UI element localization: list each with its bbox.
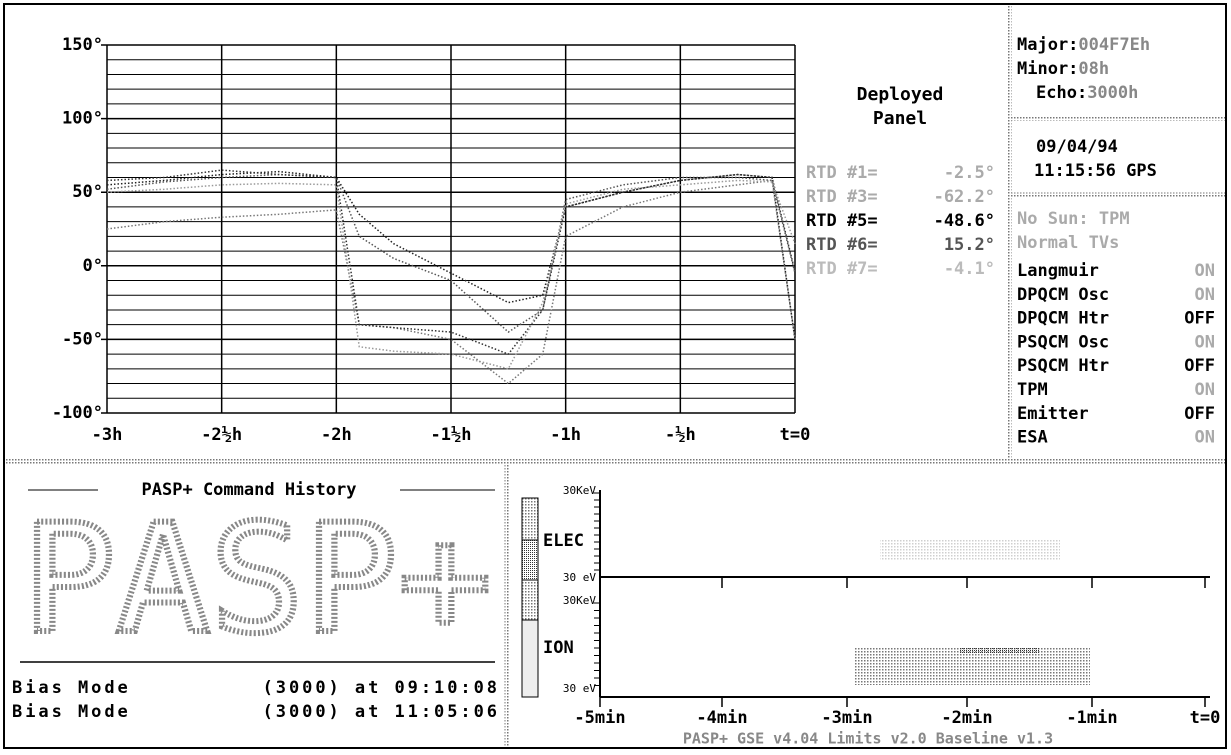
status-state: ON <box>1195 380 1215 400</box>
y-tick-label: 0° <box>83 256 103 276</box>
rtd-value: -48.6° <box>934 211 995 231</box>
logo: PASP+ <box>22 493 492 667</box>
rtd-label: RTD #5= <box>806 211 878 231</box>
rtd-label: RTD #3= <box>806 187 878 207</box>
status-name: DPQCM Osc <box>1017 285 1109 305</box>
x-tick-label: t=0 <box>780 425 811 445</box>
status-name: DPQCM Htr <box>1017 309 1109 329</box>
y-tick-label: 100° <box>62 109 103 129</box>
rtd-value: 15.2° <box>944 235 995 255</box>
elec-flux <box>880 540 1060 560</box>
rtd-trace <box>106 179 796 370</box>
outer-frame <box>3 3 1227 749</box>
status-name: TPM <box>1017 380 1048 400</box>
x-tick-label: -2½h <box>201 425 242 445</box>
footer: PASP+ GSE v4.04 Limits v2.0 Baseline v1.… <box>683 730 1053 748</box>
rtd-value: -4.1° <box>944 259 995 279</box>
ion-flux <box>855 648 1090 685</box>
channel-label: ELEC <box>543 531 584 551</box>
history-entry: Bias Mode (3000) at 11:05:06 <box>12 702 497 722</box>
header-field: Minor:08h <box>1017 59 1109 79</box>
colorbar-mid <box>521 539 539 581</box>
colorbar-low <box>521 619 539 698</box>
history-title: PASP+ Command History <box>142 480 357 500</box>
y-tick-label: -50° <box>62 329 103 349</box>
header-field: Major:004F7Eh <box>1017 35 1150 55</box>
ion-flux-peak <box>960 648 1040 654</box>
status-state: ON <box>1195 428 1215 448</box>
status-name: PSQCM Htr <box>1017 356 1109 376</box>
panel-separators <box>6 6 1225 746</box>
status-name: Langmuir <box>1017 261 1099 281</box>
status-note: Normal TVs <box>1017 233 1119 253</box>
colorbar-elec <box>521 497 539 541</box>
status-name: PSQCM Osc <box>1017 332 1109 352</box>
rtd-label: RTD #1= <box>806 163 878 183</box>
energy-bottom: 30 eV <box>563 571 596 584</box>
time-label: -3min <box>821 708 872 728</box>
status-state: OFF <box>1184 404 1215 424</box>
y-tick-label: 150° <box>62 35 103 55</box>
rtd-label: RTD #6= <box>806 235 878 255</box>
time: 11:15:56 GPS <box>1034 161 1157 181</box>
rtd-label: RTD #7= <box>806 259 878 279</box>
y-tick-label: -100° <box>52 403 103 423</box>
field-label: Echo: <box>1036 83 1087 103</box>
time-label: -5min <box>574 708 625 728</box>
status-state: OFF <box>1184 356 1215 376</box>
panel-title: Deployed Panel <box>856 84 944 129</box>
colorbar-ion <box>521 579 539 621</box>
field-value: 3000h <box>1087 83 1138 103</box>
y-tick-label: 50° <box>72 182 103 202</box>
energy-top: 30KeV <box>563 594 596 607</box>
status-state: ON <box>1195 285 1215 305</box>
status-state: ON <box>1195 261 1215 281</box>
header-field: Echo:3000h <box>1036 83 1138 103</box>
rtd-value: -62.2° <box>934 187 995 207</box>
time-label: -4min <box>696 708 747 728</box>
time-label: -2min <box>941 708 992 728</box>
channel-label: ION <box>543 638 574 658</box>
x-tick-label: -1h <box>550 425 581 445</box>
status-note: No Sun: TPM <box>1017 209 1130 229</box>
status-state: OFF <box>1184 309 1215 329</box>
energy-top: 30KeV <box>563 484 596 497</box>
rtd-value: -2.5° <box>944 163 995 183</box>
date: 09/04/94 <box>1036 137 1118 157</box>
x-tick-label: -½h <box>665 425 696 445</box>
history-entry: Bias Mode (3000) at 09:10:08 <box>12 678 497 698</box>
field-label: Major: <box>1017 35 1078 55</box>
field-value: 004F7Eh <box>1078 35 1150 55</box>
status-name: Emitter <box>1017 404 1089 424</box>
x-tick-label: -1½h <box>431 425 472 445</box>
field-label: Minor: <box>1017 59 1078 79</box>
status-state: ON <box>1195 332 1215 352</box>
rtd-trace <box>106 169 796 356</box>
x-tick-label: -2h <box>321 425 352 445</box>
field-value: 08h <box>1078 59 1109 79</box>
time-label: t=0 <box>1190 708 1221 728</box>
time-label: -1min <box>1066 708 1117 728</box>
x-tick-label: -3h <box>92 425 123 445</box>
status-name: ESA <box>1017 428 1048 448</box>
rtd-trace <box>106 173 796 333</box>
energy-bottom: 30 eV <box>563 682 596 695</box>
